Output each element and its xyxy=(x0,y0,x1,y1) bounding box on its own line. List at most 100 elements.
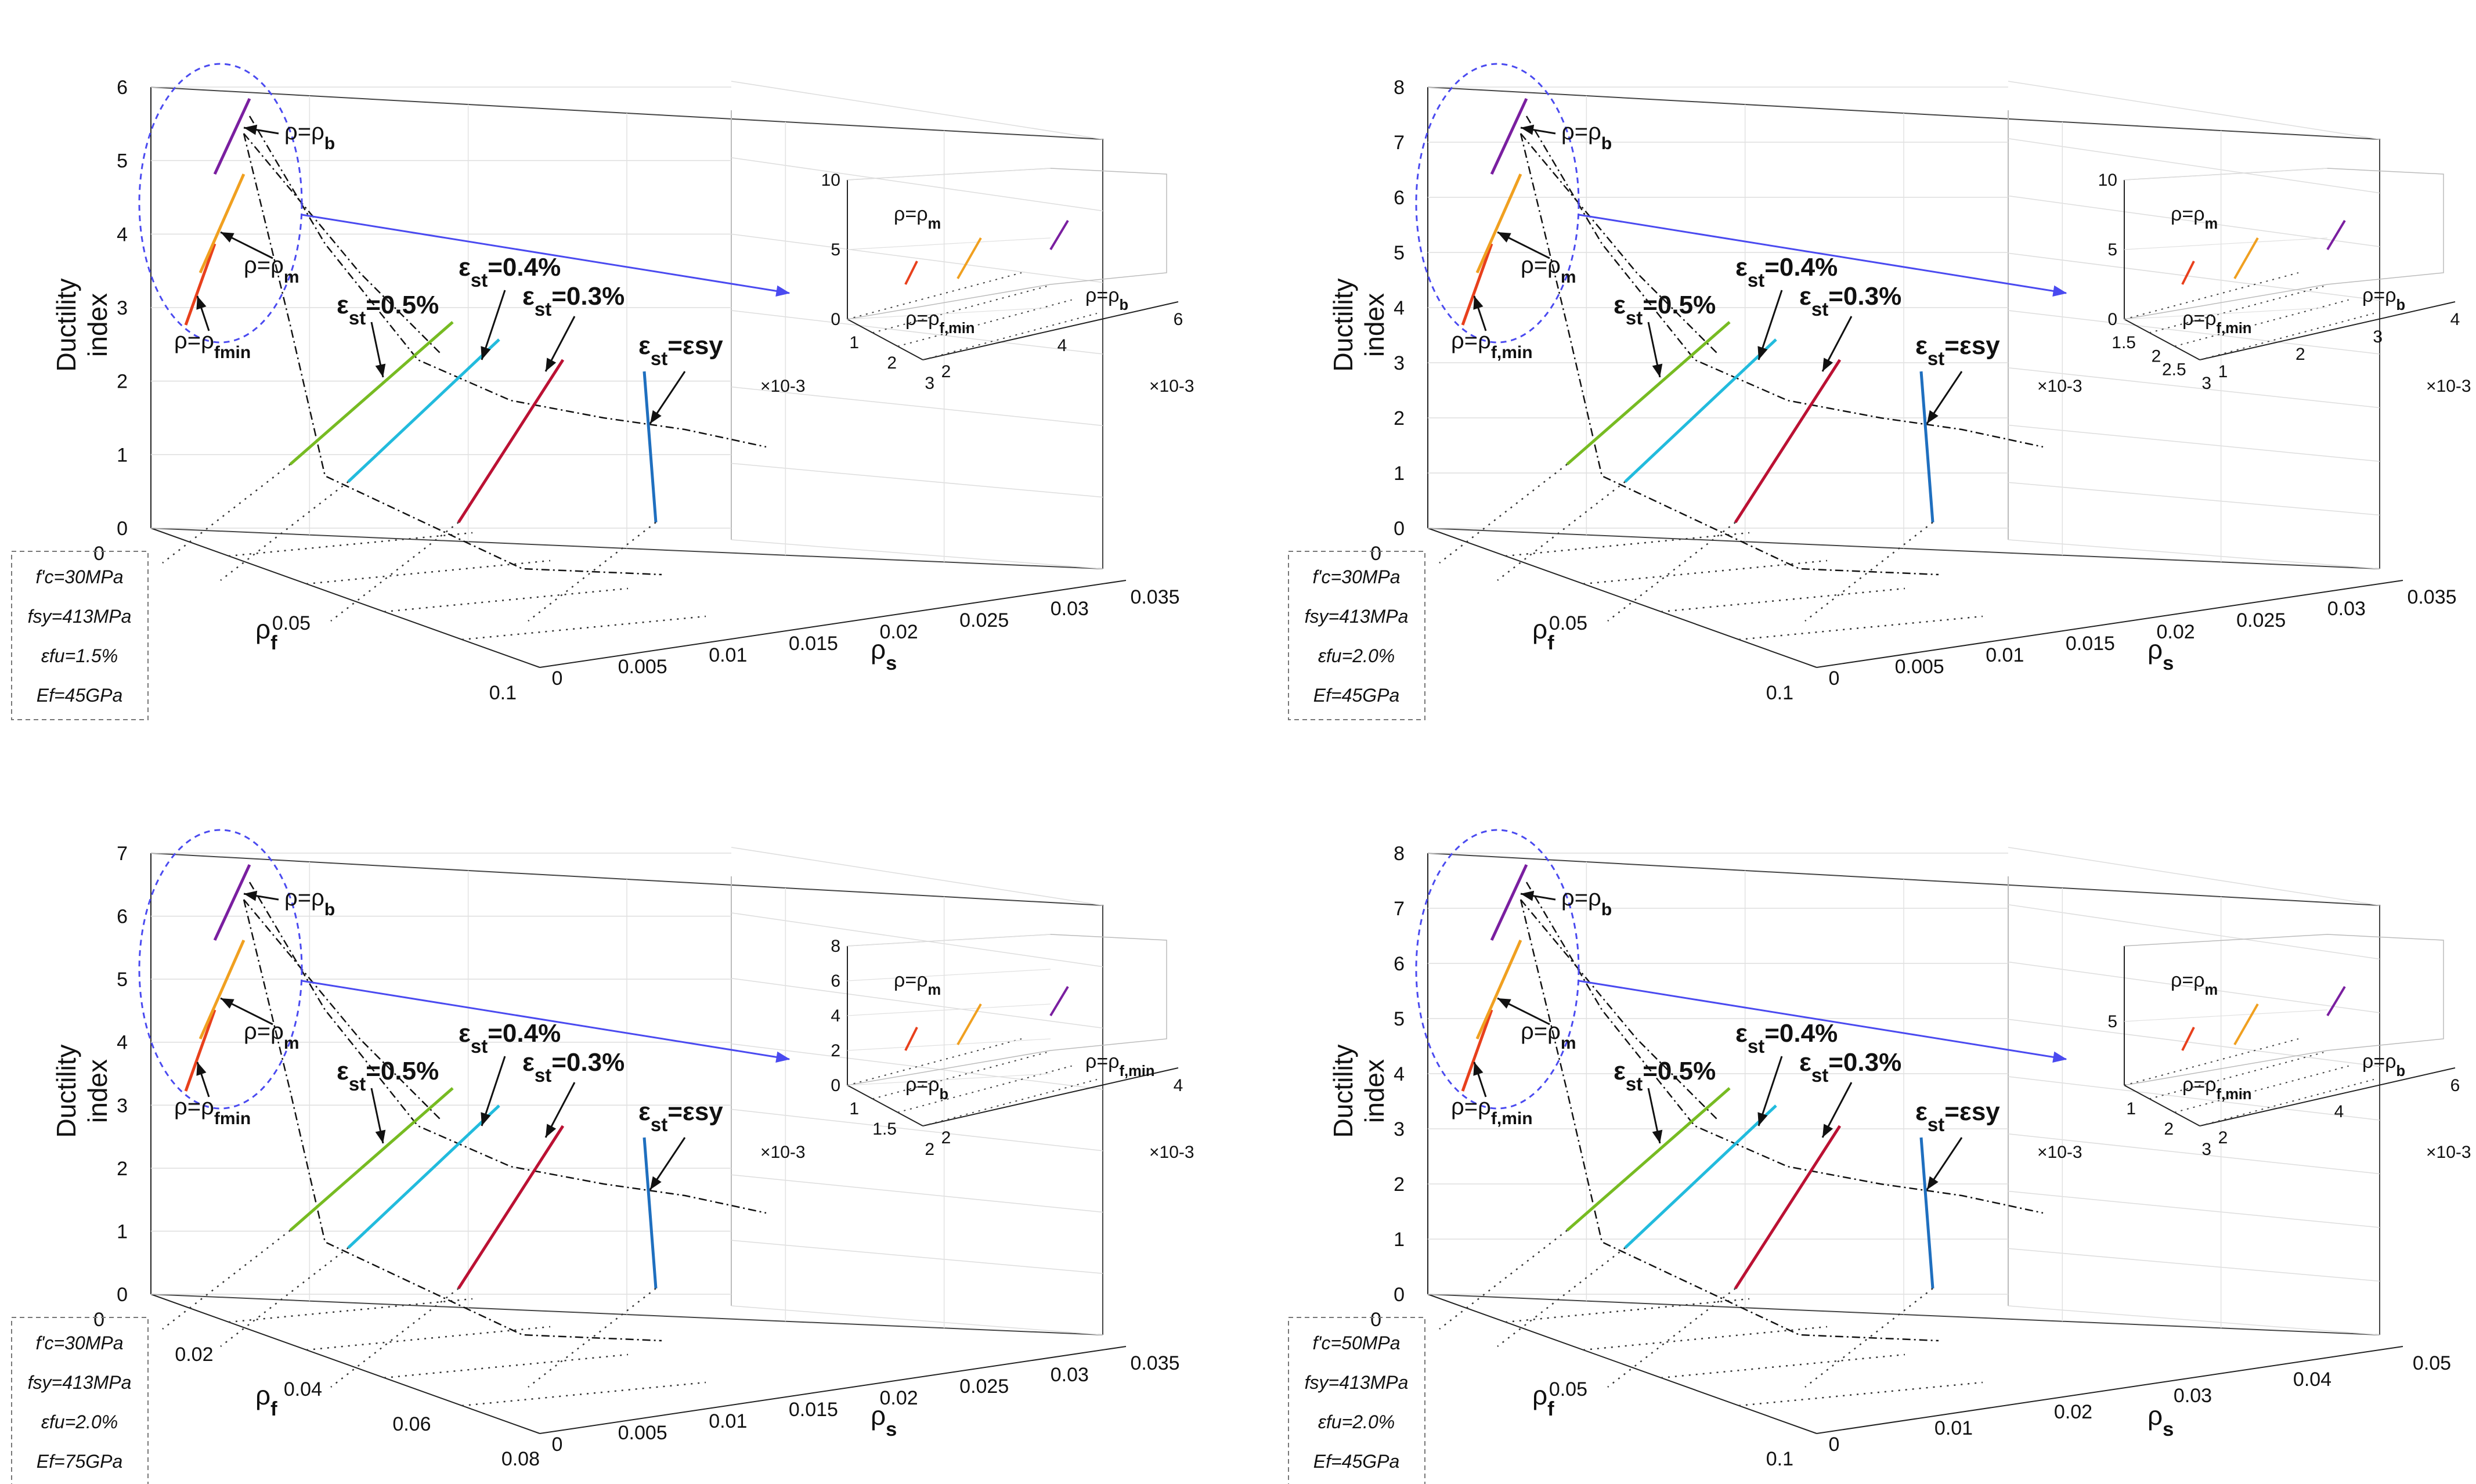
inset-x-tick: 2 xyxy=(887,353,897,373)
strain-arrow xyxy=(370,322,386,378)
z-tick-label: 4 xyxy=(1394,1063,1405,1085)
inset-x-tick: 3 xyxy=(925,374,934,393)
y-axis-label: ρs xyxy=(2147,634,2174,674)
ratio-arrow xyxy=(243,124,279,135)
strain-arrow xyxy=(481,1056,506,1126)
z-tick-label: 6 xyxy=(1394,953,1405,975)
strain-line xyxy=(1919,371,1934,523)
projection-line xyxy=(162,1230,291,1330)
z-tick-label: 6 xyxy=(117,77,128,99)
projection-line xyxy=(220,481,349,581)
strain-line xyxy=(1919,1137,1934,1289)
strain-arrow xyxy=(1821,1082,1853,1138)
projection-line xyxy=(162,464,291,564)
ratio-line-fmin xyxy=(184,1009,216,1092)
y-tick-label: 0.035 xyxy=(1130,586,1179,608)
x-tick-label: 0.06 xyxy=(392,1413,431,1435)
envelope-curves xyxy=(1519,115,2044,576)
z-tick-label: 6 xyxy=(117,906,128,928)
parameter-text: Ef=45GPa xyxy=(1313,1451,1400,1472)
strain-line xyxy=(1624,338,1777,483)
x-tick-label: 0.05 xyxy=(1549,1378,1587,1400)
y-tick-label: 0.04 xyxy=(2293,1369,2331,1391)
strain-label: εst=0.3% xyxy=(522,1048,625,1138)
ratio-line-fmin xyxy=(1461,1009,1493,1092)
y-tick-label: 0.03 xyxy=(2174,1385,2212,1407)
y-tick-label: 0.01 xyxy=(1934,1417,1973,1439)
y-axis-label: ρs xyxy=(871,634,897,674)
y-tick-label: 0.03 xyxy=(1051,598,1089,620)
inset-y-tick: 3 xyxy=(2373,327,2383,346)
inset-label: ρ=ρm xyxy=(2171,203,2218,232)
y-tick-label: 0.005 xyxy=(618,656,667,678)
ratio-arrow xyxy=(220,997,273,1026)
x-tick-label: 0.04 xyxy=(284,1378,322,1400)
parameter-text: f'c=30MPa xyxy=(35,566,123,587)
y-tick-label: 0.015 xyxy=(789,1399,838,1421)
inset-x-tick: 3 xyxy=(2201,374,2211,393)
inset-x-exponent: ×10-3 xyxy=(760,1143,806,1162)
inset-z-tick: 5 xyxy=(2107,1012,2117,1031)
y-tick-label: 0 xyxy=(1829,667,1840,689)
y-axis-line xyxy=(539,580,1127,668)
y-tick-label: 0.005 xyxy=(618,1422,667,1444)
strain-label: εst=0.4% xyxy=(1735,1019,1838,1126)
z-tick-label: 5 xyxy=(1394,242,1405,264)
x-tick-label: 0.05 xyxy=(272,612,311,634)
y-tick-label: 0.015 xyxy=(789,633,838,655)
x-axis-label: ρf xyxy=(1532,1380,1554,1420)
inset-z-tick: 8 xyxy=(831,937,840,956)
highlight-ellipse xyxy=(1415,829,1580,1110)
ratio-line-b xyxy=(213,864,251,941)
z-tick-label: 0 xyxy=(117,518,128,540)
inset-y-exponent: ×10-3 xyxy=(2426,1143,2471,1162)
strain-line xyxy=(1566,1087,1731,1232)
ratio-arrow xyxy=(196,1061,210,1097)
strain-arrow xyxy=(1757,290,1783,360)
y-axis-line xyxy=(1816,580,2403,668)
x-tick-label: 0.05 xyxy=(1549,612,1587,634)
parameter-text: Ef=45GPa xyxy=(1313,685,1400,706)
inset-line xyxy=(2326,219,2346,251)
z-axis-label-line2: index xyxy=(82,1059,113,1123)
strain-label: εst=0.4% xyxy=(459,253,561,360)
x-axis-label: ρf xyxy=(255,1380,277,1420)
z-axis-label-line1: Ductility xyxy=(1328,1044,1358,1138)
inset-label: ρ=ρf,min xyxy=(1085,1050,1154,1079)
zoom-arrow xyxy=(301,214,791,297)
svg-text:εst=0.3%: εst=0.3% xyxy=(1799,1048,1901,1086)
z-tick-label: 0 xyxy=(1394,1284,1405,1306)
y-tick-label: 0.025 xyxy=(2236,609,2286,631)
svg-text:εst=0.4%: εst=0.4% xyxy=(1735,253,1838,291)
inset-line xyxy=(2181,1027,2195,1051)
x-tick-label: 0.02 xyxy=(175,1344,213,1366)
inset-x-tick: 1 xyxy=(2126,1099,2136,1118)
x-tick-label: 0 xyxy=(93,1309,104,1331)
svg-text:εst=0.5%: εst=0.5% xyxy=(337,1057,439,1095)
inset-x-tick: 2 xyxy=(2152,346,2161,366)
ratio-arrow xyxy=(1520,890,1556,901)
z-tick-label: 4 xyxy=(1394,297,1405,319)
inset-x-tick: 1.5 xyxy=(2112,333,2136,352)
strain-label: εst=0.4% xyxy=(1735,253,1838,360)
ratio-arrow xyxy=(220,231,273,259)
ratio-line-b xyxy=(1490,864,1528,941)
strain-arrow xyxy=(544,316,576,372)
z-tick-label: 1 xyxy=(117,1221,128,1243)
inset-x-exponent: ×10-3 xyxy=(760,377,806,396)
strain-label: εst=0.4% xyxy=(459,1019,561,1126)
ratio-arrow xyxy=(1497,231,1550,259)
projection-line xyxy=(220,1247,349,1347)
z-axis-label-line1: Ductility xyxy=(1328,278,1358,371)
inset-x-exponent: ×10-3 xyxy=(2037,377,2082,396)
inset-y-tick: 4 xyxy=(1174,1076,1183,1095)
parameter-text: fsy=413MPa xyxy=(1305,606,1409,627)
strain-line xyxy=(457,359,565,523)
strain-line xyxy=(643,1137,658,1289)
inset-y-tick: 4 xyxy=(1057,336,1067,355)
z-tick-label: 0 xyxy=(1394,518,1405,540)
ratio-line-m xyxy=(198,173,246,274)
